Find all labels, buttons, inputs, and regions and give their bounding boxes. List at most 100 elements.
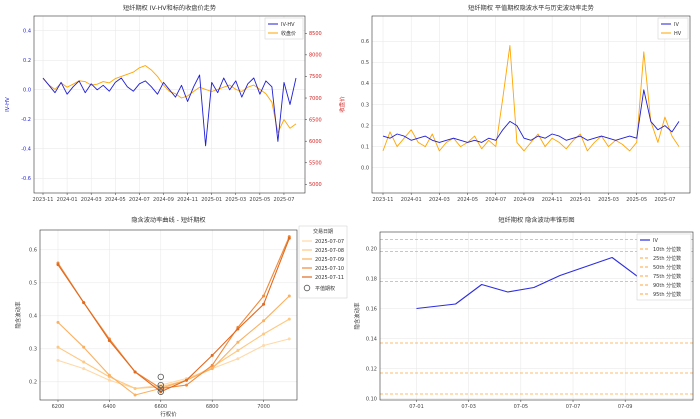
chart-title: 短纤期权 平值期权隐波水平与历史波动率走势 [468,4,594,12]
y-tick-label: 0.3 [361,102,369,108]
y2-tick-label: 5000 [309,182,322,188]
data-point-2025-07-09 [82,345,86,349]
data-point-2025-07-09 [133,393,137,397]
legend-label: 75th 分位数 [653,273,681,280]
atm-marker [157,381,164,389]
data-point-2025-07-08 [133,386,137,390]
plot-frame [379,231,694,401]
legend-title: 交易日期 [313,228,333,235]
x-tick-label: 07-01 [409,404,424,410]
legend-label: 2025-07-07 [315,239,344,245]
data-point-2025-07-09 [107,373,111,377]
y-tick-label: 0.10 [366,396,377,402]
x-tick-label: 2024-01 [401,197,422,203]
x-tick-label: 2024-01 [57,197,78,203]
x-tick-label: 2024-03 [81,197,102,203]
legend-box [264,17,304,40]
legend-label: 平值期权 [315,285,335,292]
legend-label: 2025-07-09 [315,257,344,263]
series-line-hv [382,45,680,152]
y2-tick-label: 5500 [309,161,322,167]
plot-frame [33,15,306,194]
legend-label: IV-HV [281,22,295,28]
data-point-2025-07-11 [236,327,240,331]
x-tick-label: 2025-03 [225,197,246,203]
y-tick-label: 0.4 [29,314,37,320]
y-tick-label: 0.6 [361,39,369,45]
y-tick-label: 0.4 [361,81,369,87]
data-point-2025-07-11 [56,263,60,267]
data-point-2025-07-08 [262,332,266,336]
data-point-2025-07-09 [56,320,60,324]
x-axis-label: 行权价 [160,410,177,418]
data-point-2025-07-07 [236,357,240,361]
y-tick-label: -0.6 [21,176,31,182]
y-axis-label: 隐含波动率 [353,302,361,330]
data-point-2025-07-11 [210,353,214,357]
atm-marker [157,388,164,395]
x-tick-label: 2024-05 [457,197,478,203]
x-tick-label: 2024-07 [129,197,150,203]
x-tick-label: 2024-11 [177,197,198,203]
y-axis-label: IV-HV [5,97,11,112]
x-tick-label: 2025-01 [570,197,591,203]
y-tick-label: 0.6 [29,248,37,254]
x-tick-label: 7000 [257,404,270,410]
data-point-2025-07-08 [287,317,291,321]
atm-marker [157,385,164,392]
series-line-close [42,65,297,134]
legend-box [298,225,348,299]
y-tick-label: 0.4 [23,29,31,35]
y-tick-label: 0.2 [23,58,31,64]
y-tick-label: -0.2 [21,117,31,123]
y2-tick-label: 7500 [309,74,322,80]
x-tick-label: 6400 [103,404,116,410]
chart-title: 短纤期权 IV-HV和标的收盘价走势 [123,4,216,12]
data-point-2025-07-11 [262,302,266,306]
atm-marker [157,373,164,381]
legend-label: 2025-07-08 [315,248,344,254]
data-point-2025-07-11 [107,339,111,343]
data-point-2025-07-09 [287,294,291,298]
legend-box [657,17,689,40]
x-tick-label: 07-09 [618,404,633,410]
data-point-2025-07-07 [107,378,111,382]
x-tick-label: 2024-05 [105,197,126,203]
x-tick-label: 2024-09 [513,197,534,203]
y-axis-label: 隐含波动率 [14,301,22,329]
y2-tick-label: 7000 [309,96,322,102]
y2-tick-label: 6500 [309,117,322,123]
legend-label: 95th 分位数 [653,291,681,298]
data-point-2025-07-11 [82,301,86,305]
y-tick-label: 0.5 [361,60,369,66]
x-tick-label: 2023-11 [373,197,394,203]
series-line-2025-07-08 [57,318,290,389]
chart-atm-iv-vs-hv: 短纤期权 平值期权隐波水平与历史波动率走势 0.0 0.1 0.2 0.3 0.4 0.5 0… [361,4,691,203]
data-point-2025-07-07 [56,358,60,362]
y2-tick-label: 6000 [309,139,322,145]
data-point-2025-07-11 [133,370,137,374]
chart-iv-hv-close: 短纤期权 IV-HV和标的收盘价走势 -0.6 -0.4 -0.2 0.0 0.2 0.4 5… [5,4,346,203]
x-tick-label: 2025-05 [626,197,647,203]
data-point-2025-07-08 [236,348,240,352]
data-point-2025-07-08 [82,360,86,364]
chart-title: 隐含波动率曲线 - 短纤期权 [131,216,205,224]
data-point-2025-07-11 [184,378,188,382]
y-tick-label: 0.2 [29,380,37,386]
x-tick-label: 2023-11 [33,197,54,203]
data-point-2025-07-07 [82,367,86,371]
x-tick-label: 2024-03 [429,197,450,203]
y-tick-label: 0.14 [366,336,377,342]
x-tick-label: 2024-09 [153,197,174,203]
x-tick-label: 6200 [52,404,65,410]
x-tick-label: 2025-07 [654,197,675,203]
y-tick-label: 0.0 [361,166,369,172]
data-point-2025-07-10 [210,363,214,367]
series-line-2025-07-11 [57,238,290,393]
legend-atm-marker [303,284,311,292]
x-tick-label: 07-03 [461,404,476,410]
series-line-iv [416,256,657,310]
y2-axis-label: 收盘价 [338,96,346,113]
data-point-2025-07-09 [262,319,266,323]
